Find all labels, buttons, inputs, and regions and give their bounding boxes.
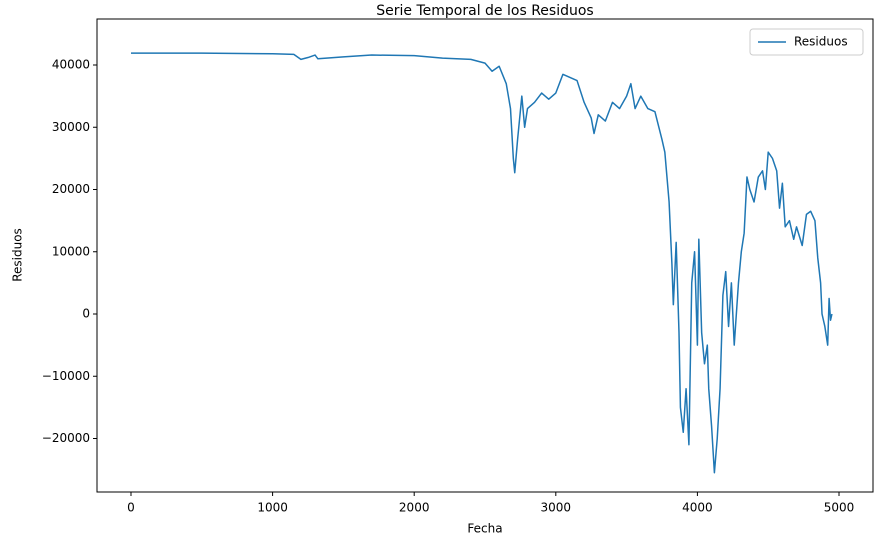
y-tick-label: −10000 — [42, 369, 90, 383]
y-tick-label: −20000 — [42, 431, 90, 445]
y-tick-label: 30000 — [52, 120, 90, 134]
y-tick-label: 20000 — [52, 182, 90, 196]
y-tick-label: 40000 — [52, 58, 90, 72]
x-tick-label: 0 — [127, 501, 135, 515]
y-axis-label: Residuos — [11, 228, 25, 282]
x-tick-label: 1000 — [257, 501, 288, 515]
chart-title: Serie Temporal de los Residuos — [376, 3, 593, 19]
y-tick-label: 10000 — [52, 244, 90, 258]
plot-frame — [96, 18, 874, 493]
x-tick-label: 4000 — [682, 501, 713, 515]
legend-box — [749, 28, 864, 56]
data-line — [130, 52, 833, 474]
x-axis-label: Fecha — [467, 522, 502, 536]
legend-label: Residuos — [794, 35, 848, 49]
x-tick-label: 3000 — [541, 501, 572, 515]
x-tick-label: 5000 — [824, 501, 855, 515]
y-tick-label: 0 — [82, 307, 90, 321]
x-tick-label: 2000 — [399, 501, 430, 515]
